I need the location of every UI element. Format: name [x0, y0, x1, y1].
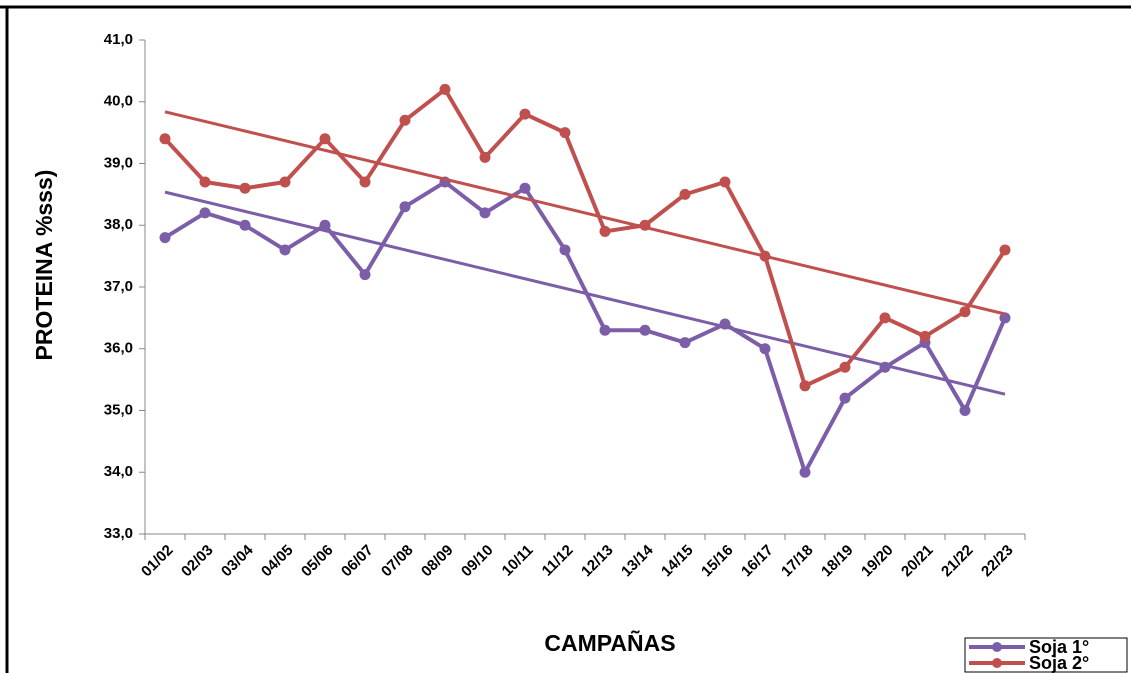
x-tick-label: 04/05	[258, 542, 297, 581]
y-tick-label: 36,0	[104, 340, 133, 357]
point	[639, 219, 651, 231]
x-tick-label: 11/12	[539, 542, 577, 580]
x-tick-label: 10/11	[499, 542, 537, 580]
x-tick-label: 17/18	[778, 542, 817, 581]
y-tick-label: 39,0	[104, 154, 133, 171]
point	[999, 312, 1011, 324]
point	[399, 114, 411, 126]
y-tick-label: 33,0	[104, 525, 133, 542]
point	[519, 182, 531, 194]
x-tick-label: 02/03	[178, 542, 217, 581]
x-tick-label: 09/10	[458, 542, 497, 581]
point	[479, 207, 491, 219]
x-tick-label: 03/04	[218, 541, 257, 580]
point	[959, 306, 971, 318]
x-tick-label: 21/22	[938, 542, 977, 581]
point	[519, 108, 531, 120]
point	[879, 312, 891, 324]
point	[839, 392, 851, 404]
x-tick-label: 22/23	[978, 542, 1017, 581]
x-tick-label: 15/16	[698, 542, 737, 581]
point	[479, 151, 491, 163]
point	[239, 219, 251, 231]
series-line	[163, 87, 1007, 388]
point	[759, 343, 771, 355]
point	[359, 176, 371, 188]
y-tick-label: 34,0	[104, 463, 133, 480]
point	[599, 324, 611, 336]
point	[839, 361, 851, 373]
x-tick-label: 05/06	[298, 542, 337, 581]
point	[199, 207, 211, 219]
x-tick-label: 06/07	[338, 542, 377, 581]
legend-box	[964, 637, 1128, 673]
point	[319, 133, 331, 145]
y-tick-label: 38,0	[104, 216, 133, 233]
point	[559, 244, 571, 256]
point	[159, 232, 171, 244]
x-axis-title: CAMPAÑAS	[544, 629, 675, 656]
point	[759, 250, 771, 262]
point	[799, 466, 811, 478]
legend-label: Soja 1°	[1029, 637, 1089, 657]
x-tick-label: 18/19	[818, 542, 857, 581]
trend-line	[164, 110, 1006, 316]
y-axis-title: PROTEINA %sss)	[31, 170, 57, 361]
point	[999, 244, 1011, 256]
point	[399, 201, 411, 213]
point	[439, 83, 451, 95]
x-tick-label: 16/17	[738, 542, 777, 581]
x-tick-label: 07/08	[378, 542, 417, 581]
point	[199, 176, 211, 188]
legend-marker	[992, 658, 1002, 668]
x-tick-label: 01/02	[138, 542, 177, 581]
y-tick-label: 35,0	[104, 401, 133, 418]
x-tick-label: 14/15	[658, 542, 697, 581]
point	[319, 219, 331, 231]
legend-label: Soja 2°	[1029, 653, 1089, 673]
point	[279, 244, 291, 256]
point	[159, 133, 171, 145]
y-tick-label: 41,0	[104, 31, 133, 48]
point	[359, 269, 371, 281]
legend-marker	[992, 642, 1002, 652]
point	[719, 176, 731, 188]
x-tick-label: 13/14	[618, 541, 657, 580]
point	[639, 324, 651, 336]
point	[559, 127, 571, 139]
series-line	[163, 180, 1007, 475]
point	[599, 225, 611, 237]
x-tick-label: 12/13	[578, 542, 617, 581]
y-tick-label: 40,0	[104, 93, 133, 110]
point	[879, 361, 891, 373]
x-tick-label: 19/20	[858, 542, 897, 581]
x-tick-label: 08/09	[418, 542, 457, 581]
point	[239, 182, 251, 194]
point	[919, 330, 931, 342]
point	[719, 318, 731, 330]
point	[679, 337, 691, 349]
point	[799, 380, 811, 392]
point	[279, 176, 291, 188]
x-tick-label: 20/21	[898, 542, 937, 581]
y-tick-label: 37,0	[104, 278, 133, 295]
point	[679, 188, 691, 200]
point	[959, 405, 971, 416]
